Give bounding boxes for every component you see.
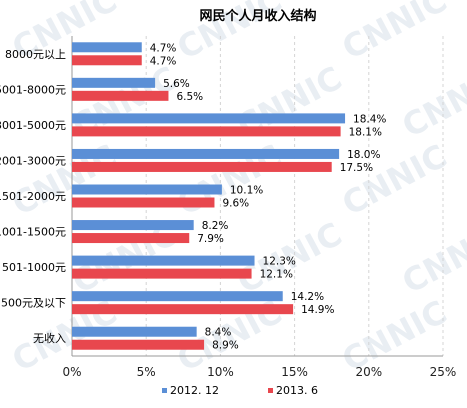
- bar-series2: [72, 268, 252, 279]
- bar-series2: [72, 90, 169, 101]
- bar-series2: [72, 339, 205, 350]
- category-label: 2001-3000元: [0, 154, 66, 167]
- bar-series2: [72, 233, 190, 244]
- legend-swatch: [268, 388, 273, 393]
- bar-series1: [72, 42, 142, 53]
- category-label: 5001-8000元: [0, 83, 66, 96]
- data-label: 4.7%: [150, 42, 177, 54]
- bar-series1: [72, 220, 194, 231]
- data-label: 18.1%: [349, 126, 382, 138]
- data-label: 17.5%: [340, 162, 373, 174]
- bar-series1: [72, 184, 222, 195]
- x-tick-label: 20%: [355, 365, 382, 379]
- data-label: 10.1%: [230, 185, 263, 197]
- data-label: 8.9%: [212, 340, 239, 352]
- bar-series2: [72, 126, 341, 137]
- watermark-text: CNNIC: [396, 215, 467, 301]
- x-tick-label: 0%: [62, 365, 81, 379]
- data-label: 4.7%: [150, 55, 177, 67]
- category-label: 1001-1500元: [0, 226, 66, 239]
- data-label: 9.6%: [222, 198, 249, 210]
- bar-series1: [72, 326, 197, 337]
- category-label: 500元及以下: [1, 297, 66, 310]
- bar-series1: [72, 255, 255, 266]
- data-label: 18.0%: [347, 149, 380, 161]
- bar-series1: [72, 77, 156, 88]
- category-label: 3001-5000元: [0, 119, 66, 132]
- watermark-text: CNNIC: [396, 59, 467, 145]
- legend-label: 2013. 6: [276, 384, 318, 397]
- bar-series2: [72, 304, 294, 315]
- bar-series2: [72, 197, 215, 208]
- legend-swatch: [162, 388, 167, 393]
- bar-series2: [72, 55, 142, 66]
- data-label: 14.9%: [301, 304, 334, 316]
- data-label: 12.1%: [260, 269, 293, 281]
- data-label: 5.6%: [163, 78, 190, 90]
- data-label: 18.4%: [353, 113, 386, 125]
- category-label: 1501-2000元: [0, 190, 66, 203]
- x-tick-label: 10%: [207, 365, 234, 379]
- data-label: 7.9%: [197, 233, 224, 245]
- chart-title: 网民个人月收入结构: [199, 8, 316, 24]
- bar-series2: [72, 161, 332, 172]
- bar-series1: [72, 113, 346, 124]
- category-label: 501-1000元: [2, 261, 66, 274]
- legend-label: 2012. 12: [170, 384, 219, 397]
- data-label: 14.2%: [291, 291, 324, 303]
- x-tick-label: 25%: [430, 365, 457, 379]
- data-label: 12.3%: [263, 256, 296, 268]
- data-label: 8.2%: [202, 220, 229, 232]
- watermark-text: CNNIC: [336, 0, 453, 67]
- category-label: 无收入: [33, 331, 66, 345]
- x-tick-label: 15%: [281, 365, 308, 379]
- x-tick-label: 5%: [137, 365, 156, 379]
- bar-series1: [72, 148, 340, 159]
- category-label: 8000元以上: [5, 48, 66, 61]
- data-label: 8.4%: [205, 327, 232, 339]
- bar-series1: [72, 291, 283, 302]
- data-label: 6.5%: [176, 91, 203, 103]
